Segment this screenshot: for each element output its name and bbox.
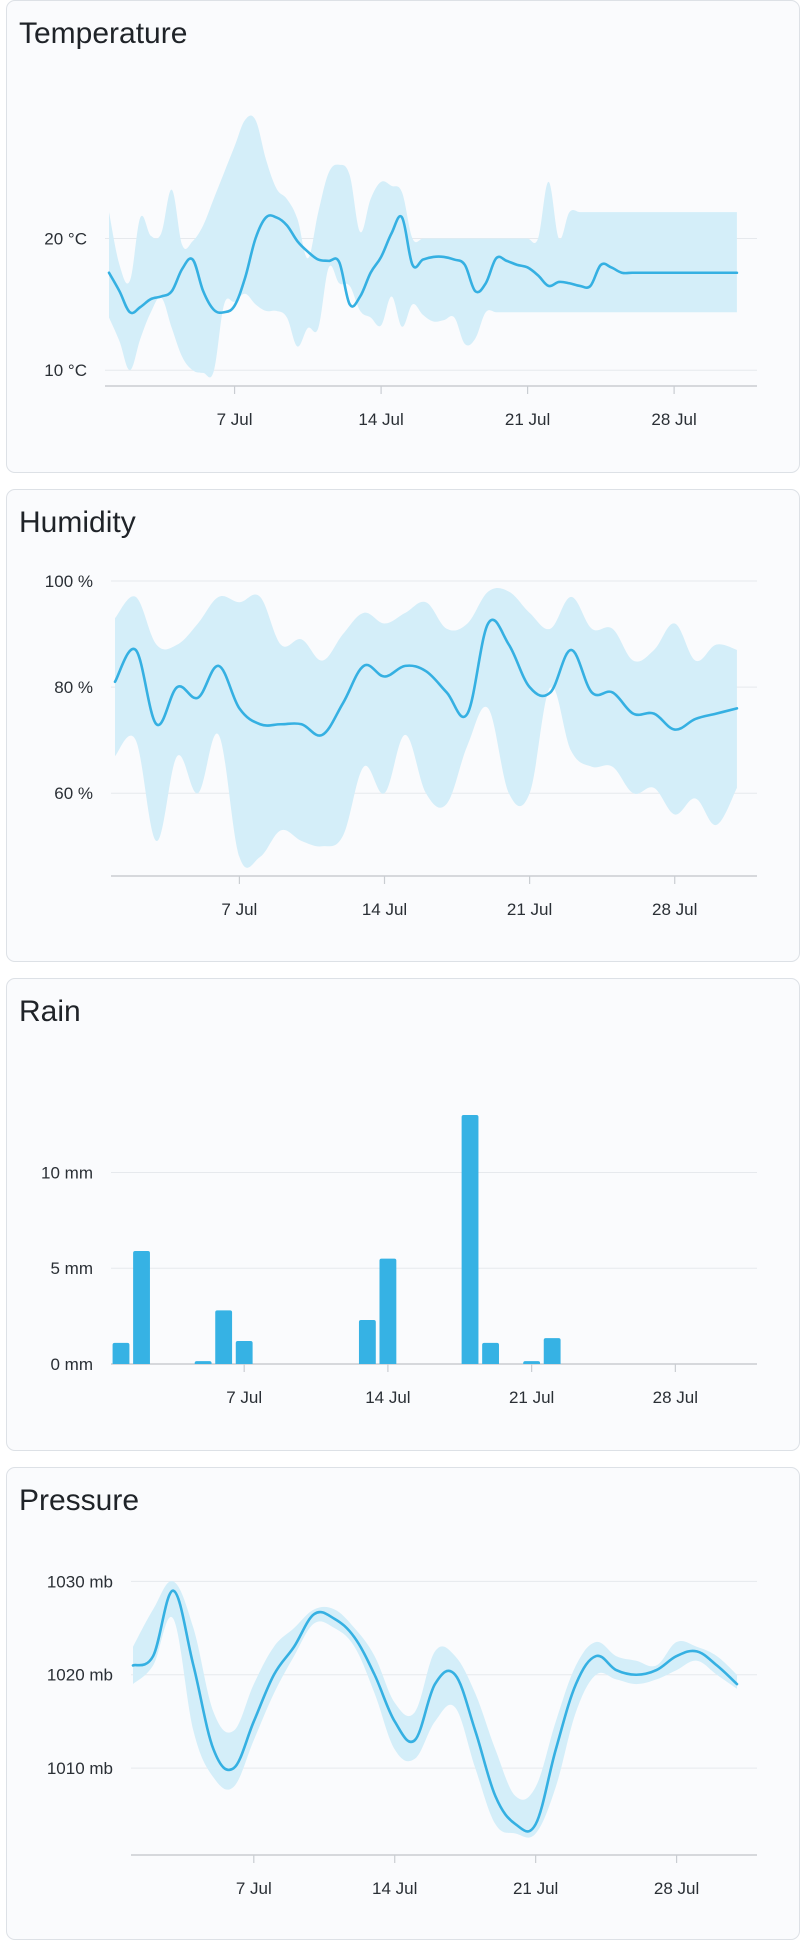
x-tick-label: 14 Jul bbox=[365, 1388, 410, 1407]
y-tick-label: 1020 mb bbox=[47, 1666, 113, 1685]
card-title: Temperature bbox=[19, 17, 188, 50]
grid-lines bbox=[111, 1171, 757, 1365]
y-tick-label: 1030 mb bbox=[47, 1572, 113, 1591]
mean-line bbox=[131, 1589, 739, 1833]
rain-chart: 0 mm 5 mm 10 mm 7 Jul 14 Jul 21 Jul 28 Jul bbox=[41, 1115, 757, 1407]
mean-line bbox=[113, 618, 739, 737]
rain-bar bbox=[235, 1341, 253, 1364]
x-tick-label: 7 Jul bbox=[221, 900, 257, 919]
x-tick-label: 7 Jul bbox=[217, 410, 253, 429]
x-tick-label: 14 Jul bbox=[372, 1879, 417, 1898]
pressure-chart: 1010 mb 1020 mb 1030 mb 7 Jul 14 Jul 21 Jul 28… bbox=[47, 1572, 757, 1898]
y-tick-label: 100 % bbox=[45, 572, 93, 591]
rain-bar bbox=[543, 1338, 561, 1364]
rain-bar bbox=[133, 1251, 150, 1364]
rain-card: Rain 0 mm 5 mm 10 mm 7 Jul 14 Jul 21 Jul 28 Ju… bbox=[6, 978, 800, 1451]
x-tick-label: 28 Jul bbox=[652, 900, 697, 919]
y-tick-label: 20 °C bbox=[44, 230, 87, 249]
min-max-band bbox=[109, 115, 737, 378]
rain-bar bbox=[482, 1342, 499, 1364]
min-max-band bbox=[115, 587, 737, 868]
x-tick-label: 7 Jul bbox=[226, 1388, 262, 1407]
x-tick-label: 14 Jul bbox=[362, 900, 407, 919]
y-tick-label: 10 °C bbox=[44, 361, 87, 380]
rain-bar bbox=[523, 1361, 541, 1364]
y-tick-label: 5 mm bbox=[51, 1259, 94, 1278]
card-title: Rain bbox=[19, 995, 81, 1028]
x-tick-label: 28 Jul bbox=[651, 410, 696, 429]
rain-bar bbox=[358, 1319, 376, 1364]
temperature-chart: 10 °C 20 °C 7 Jul 14 Jul 21 Jul 28 Jul bbox=[44, 115, 757, 429]
x-tick-label: 21 Jul bbox=[509, 1388, 554, 1407]
x-tick-label: 14 Jul bbox=[358, 410, 403, 429]
rain-bar bbox=[461, 1115, 479, 1364]
x-tick-label: 21 Jul bbox=[513, 1879, 558, 1898]
rain-bar bbox=[215, 1310, 233, 1364]
y-tick-label: 60 % bbox=[54, 784, 93, 803]
x-tick-label: 28 Jul bbox=[654, 1879, 699, 1898]
humidity-card: Humidity 60 % 80 % 100 % 7 Jul 14 Jul 21 Jul 2… bbox=[6, 489, 800, 962]
pressure-card: Pressure 1010 mb 1020 mb 1030 mb 7 Jul 14 Ju… bbox=[6, 1467, 800, 1940]
min-max-band bbox=[133, 1580, 737, 1838]
rain-bar bbox=[379, 1258, 397, 1364]
y-tick-label: 80 % bbox=[54, 678, 93, 697]
y-tick-label: 0 mm bbox=[51, 1355, 94, 1374]
x-tick-label: 21 Jul bbox=[507, 900, 552, 919]
x-tick-label: 7 Jul bbox=[236, 1879, 272, 1898]
humidity-chart: 60 % 80 % 100 % 7 Jul 14 Jul 21 Jul 28 Jul bbox=[45, 572, 757, 919]
card-title: Humidity bbox=[19, 506, 136, 539]
x-tick-label: 28 Jul bbox=[653, 1388, 698, 1407]
rain-bar bbox=[112, 1342, 130, 1364]
temperature-card: Temperature 10 °C 20 °C 7 Jul 14 Jul 21 Jul 2… bbox=[6, 0, 800, 473]
y-tick-label: 1010 mb bbox=[47, 1759, 113, 1778]
x-tick-label: 21 Jul bbox=[505, 410, 550, 429]
mean-line bbox=[107, 214, 739, 315]
rain-bar bbox=[194, 1361, 212, 1364]
card-title: Pressure bbox=[19, 1484, 140, 1517]
y-tick-label: 10 mm bbox=[41, 1163, 93, 1182]
